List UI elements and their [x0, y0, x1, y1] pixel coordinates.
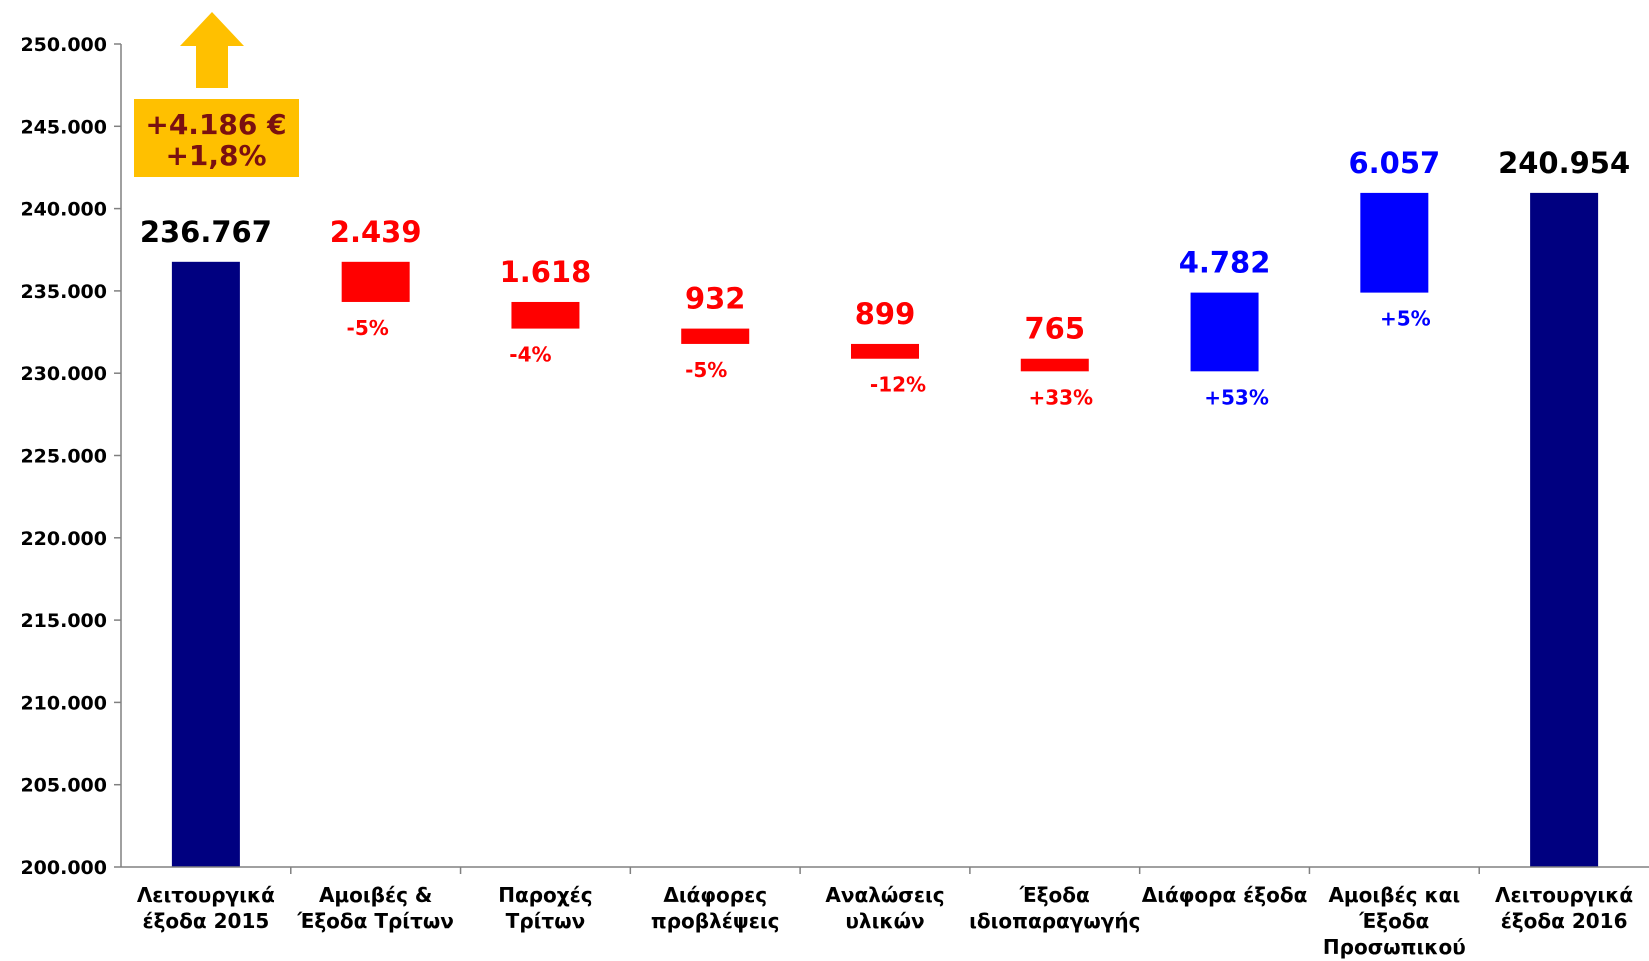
y-tick-label: 200.000	[20, 857, 107, 879]
value-label: 2.439	[330, 215, 422, 249]
bar-decrease	[681, 328, 750, 344]
x-category-label: Παροχές Τρίτων	[498, 883, 592, 933]
value-label: 899	[855, 297, 916, 331]
percent-label: -5%	[685, 358, 727, 382]
y-tick-label: 225.000	[20, 446, 107, 468]
y-tick-label: 220.000	[20, 528, 107, 550]
bars-layer	[171, 192, 1599, 867]
callout-amount: +4.186 €	[145, 108, 286, 141]
callout-percent: +1,8%	[165, 139, 266, 172]
x-category-label: Αναλώσεις υλικών	[825, 883, 944, 933]
bar-decrease	[851, 343, 919, 359]
value-label: 765	[1025, 312, 1086, 346]
x-category-line: έξοδα 2015	[142, 909, 269, 933]
bar-decrease	[511, 301, 580, 329]
value-label: 4.782	[1179, 246, 1271, 280]
y-tick-label: 235.000	[20, 281, 107, 303]
x-category-label: Λειτουργικά έξοδα 2015	[137, 883, 275, 933]
bar-total	[171, 261, 240, 867]
x-category-line: προβλέψεις	[651, 909, 780, 933]
x-category-line: έξοδα 2016	[1501, 909, 1628, 933]
percent-label: +5%	[1380, 307, 1431, 331]
bar-decrease	[341, 261, 410, 302]
y-tick-label: 210.000	[20, 692, 107, 714]
x-category-label: Λειτουργικά έξοδα 2016	[1495, 883, 1633, 933]
x-category-line: Αναλώσεις	[825, 883, 944, 907]
x-category-line: υλικών	[845, 909, 924, 933]
x-category-line: ιδιοπαραγωγής	[969, 909, 1140, 933]
bar-decrease	[1020, 358, 1089, 372]
x-category-label: Διάφορα έξοδα	[1142, 883, 1308, 907]
percent-label: -12%	[870, 373, 926, 397]
x-category-label: Αμοιβές & Έξοδα Τρίτων	[296, 883, 453, 933]
x-category-line: Αμοιβές και	[1328, 883, 1460, 907]
x-category-line: Παροχές	[498, 883, 592, 907]
x-category-label: Έξοδα ιδιοπαραγωγής	[969, 883, 1140, 933]
x-category-line: Έξοδα	[1358, 909, 1429, 933]
arrow-up-icon	[180, 12, 244, 88]
y-tick-label: 205.000	[20, 775, 107, 797]
value-label: 240.954	[1498, 146, 1630, 180]
y-tick-label: 240.000	[20, 199, 107, 221]
x-category-label: Αμοιβές και Έξοδα Προσωπικού	[1323, 883, 1466, 959]
y-tick-label: 245.000	[20, 116, 107, 138]
callout-box	[134, 99, 299, 177]
x-category-line: Λειτουργικά	[1495, 883, 1633, 907]
x-category-line: Διάφορες	[663, 883, 767, 907]
percent-label: +33%	[1028, 385, 1093, 409]
data-labels: 236.767 2.439 -5% 1.618 -4% 932 -5% 899 -12% 765 +…	[140, 146, 1630, 409]
bar-total	[1530, 192, 1599, 867]
percent-label: +53%	[1204, 385, 1269, 409]
x-category-label: Διάφορες προβλέψεις	[651, 883, 780, 933]
percent-label: -5%	[347, 316, 389, 340]
x-category-line: Αμοιβές &	[319, 883, 432, 907]
value-label: 6.057	[1348, 146, 1440, 180]
x-category-line: Έξοδα Τρίτων	[296, 909, 453, 933]
percent-label: -4%	[509, 343, 551, 367]
x-category-line: Διάφορα έξοδα	[1142, 883, 1308, 907]
bar-increase	[1360, 192, 1429, 293]
value-label: 932	[685, 282, 746, 316]
value-label: 1.618	[500, 255, 592, 289]
axes: 200.000 205.000 210.000 215.000 220.000 225.0…	[20, 34, 1649, 959]
x-category-line: Τρίτων	[506, 909, 586, 933]
bar-increase	[1190, 292, 1259, 372]
x-category-line: Έξοδα	[1019, 883, 1090, 907]
y-tick-label: 215.000	[20, 610, 107, 632]
y-tick-label: 250.000	[20, 34, 107, 56]
x-category-line: Προσωπικού	[1323, 935, 1466, 959]
value-label: 236.767	[140, 215, 272, 249]
y-tick-label: 230.000	[20, 363, 107, 385]
x-category-line: Λειτουργικά	[137, 883, 275, 907]
change-callout: +4.186 € +1,8%	[134, 12, 299, 177]
